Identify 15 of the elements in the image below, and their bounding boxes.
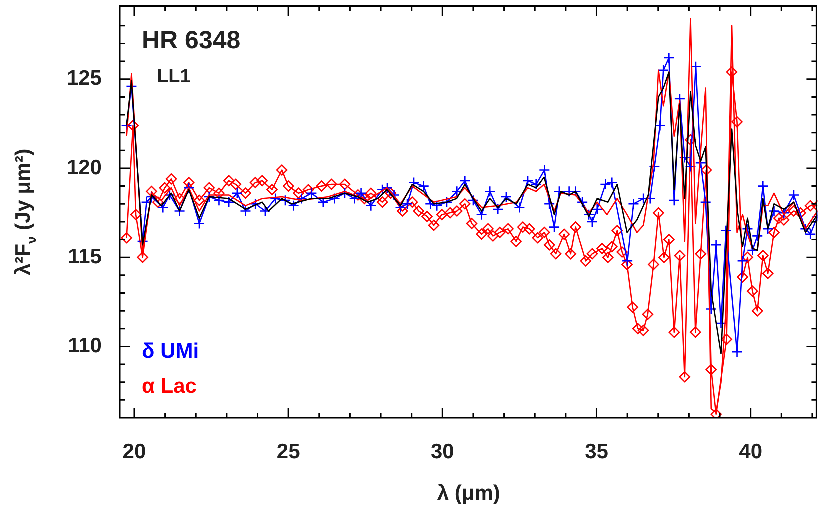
x-tick-label: 20	[122, 440, 146, 464]
y-tick-label: 125	[66, 67, 102, 90]
y-tick-label: 110	[68, 334, 102, 358]
x-tick-label: 25	[276, 440, 301, 464]
y-tick-label: 115	[68, 245, 102, 268]
text: HR 6348	[142, 26, 241, 54]
x-tick-label: 30	[430, 440, 454, 464]
y-axis-title: λ²Fν (Jy μm²)	[12, 148, 40, 276]
y-tick-label: 120	[66, 156, 102, 180]
x-tick-label: 35	[585, 440, 609, 464]
x-tick-label: 40	[739, 440, 763, 464]
text: LL1	[157, 66, 192, 88]
text: δ UMi	[142, 340, 200, 363]
x-axis-title: λ (μm)	[437, 482, 500, 505]
text: α Lac	[142, 375, 198, 398]
